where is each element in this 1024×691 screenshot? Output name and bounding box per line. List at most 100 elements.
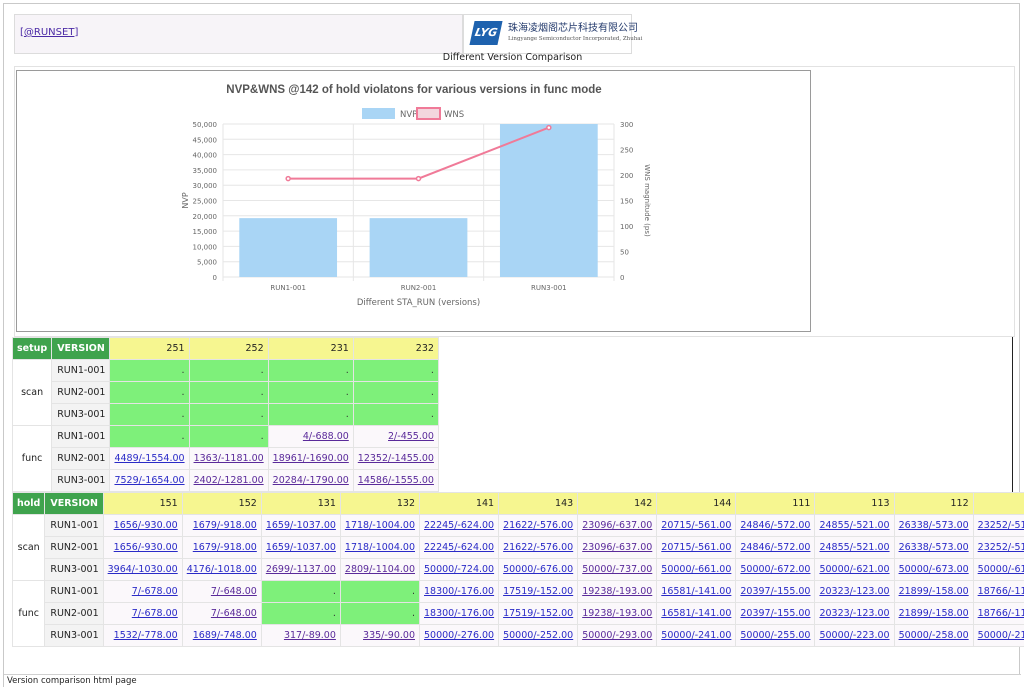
result-link[interactable]: 1679/-918.00 <box>192 542 257 553</box>
result-link[interactable]: 50000/-616.00 <box>977 564 1024 575</box>
result-cell: 7/-648.00 <box>181 580 262 603</box>
logo-english-name: Lingyange Semiconductor Incorporated, Zh… <box>508 36 643 42</box>
result-link[interactable]: 7/-648.00 <box>210 586 257 597</box>
result-link[interactable]: 1679/-918.00 <box>192 520 257 531</box>
empty-result-cell: . <box>267 381 354 404</box>
result-link[interactable]: 4/-688.00 <box>302 431 349 442</box>
result-link[interactable]: 50000/-621.00 <box>819 564 890 575</box>
result-link[interactable]: 23096/-637.00 <box>582 520 653 531</box>
result-link[interactable]: 18961/-1690.00 <box>272 453 349 464</box>
result-link[interactable]: 12352/-1455.00 <box>357 453 434 464</box>
result-link[interactable]: 7/-648.00 <box>210 608 257 619</box>
result-link[interactable]: 18766/-116.00 <box>977 586 1024 597</box>
result-link[interactable]: 20715/-561.00 <box>661 520 732 531</box>
result-cell: 19238/-193.00 <box>577 580 658 603</box>
result-link[interactable]: 1718/-1004.00 <box>344 520 415 531</box>
result-cell: 50000/-241.00 <box>656 624 737 647</box>
result-link[interactable]: 18300/-176.00 <box>424 586 495 597</box>
result-link[interactable]: 50000/-724.00 <box>424 564 495 575</box>
result-link[interactable]: 50000/-737.00 <box>582 564 653 575</box>
y-tick-label: 50,000 <box>193 121 218 129</box>
result-link[interactable]: 50000/-293.00 <box>582 630 653 641</box>
result-link[interactable]: 2699/-1137.00 <box>265 564 336 575</box>
result-link[interactable]: 50000/-252.00 <box>503 630 574 641</box>
result-link[interactable]: 20397/-155.00 <box>740 586 811 597</box>
result-link[interactable]: 24846/-572.00 <box>740 542 811 553</box>
result-link[interactable]: 7/-678.00 <box>131 608 178 619</box>
wns-point <box>415 175 422 182</box>
result-link[interactable]: 24846/-572.00 <box>740 520 811 531</box>
result-link[interactable]: 23096/-637.00 <box>582 542 653 553</box>
result-link[interactable]: 19238/-193.00 <box>582 608 653 619</box>
result-link[interactable]: 16581/-141.00 <box>661 586 732 597</box>
result-link[interactable]: 26338/-573.00 <box>898 520 969 531</box>
result-link[interactable]: 50000/-241.00 <box>661 630 732 641</box>
result-link[interactable]: 20323/-123.00 <box>819 608 890 619</box>
result-link[interactable]: 50000/-676.00 <box>503 564 574 575</box>
result-link[interactable]: 22245/-624.00 <box>424 520 495 531</box>
result-cell: 14586/-1555.00 <box>352 469 439 492</box>
result-cell: 20323/-123.00 <box>814 602 895 625</box>
empty-result-cell: . <box>260 580 341 603</box>
result-link[interactable]: 24855/-521.00 <box>819 520 890 531</box>
result-link[interactable]: 50000/-255.00 <box>740 630 811 641</box>
result-link[interactable]: 20715/-561.00 <box>661 542 732 553</box>
result-link[interactable]: 1718/-1004.00 <box>344 542 415 553</box>
result-link[interactable]: 4176/-1018.00 <box>186 564 257 575</box>
result-link[interactable]: 1363/-1181.00 <box>193 453 264 464</box>
result-link[interactable]: 50000/-258.00 <box>898 630 969 641</box>
result-cell: 50000/-276.00 <box>418 624 500 647</box>
result-link[interactable]: 7/-678.00 <box>131 586 178 597</box>
result-link[interactable]: 50000/-672.00 <box>740 564 811 575</box>
result-link[interactable]: 50000/-276.00 <box>424 630 495 641</box>
result-link[interactable]: 7529/-1654.00 <box>114 475 185 486</box>
mode-label: scan <box>11 359 53 426</box>
result-link[interactable]: 2809/-1104.00 <box>344 564 415 575</box>
result-cell: 24846/-572.00 <box>735 536 816 559</box>
result-cell: 20397/-155.00 <box>735 580 816 603</box>
result-link[interactable]: 19238/-193.00 <box>582 586 653 597</box>
result-link[interactable]: 21622/-576.00 <box>503 542 574 553</box>
result-link[interactable]: 1659/-1037.00 <box>265 520 336 531</box>
result-link[interactable]: 1532/-778.00 <box>113 630 178 641</box>
run-label: RUN1-001 <box>51 359 111 382</box>
result-link[interactable]: 26338/-573.00 <box>898 542 969 553</box>
result-link[interactable]: 50000/-216.00 <box>977 630 1024 641</box>
result-link[interactable]: 16581/-141.00 <box>661 608 732 619</box>
result-link[interactable]: 24855/-521.00 <box>819 542 890 553</box>
result-link[interactable]: 20284/-1790.00 <box>272 475 349 486</box>
result-link[interactable]: 21899/-158.00 <box>898 608 969 619</box>
result-cell: 20715/-561.00 <box>656 536 737 559</box>
y2-tick-label: 0 <box>620 274 624 282</box>
result-link[interactable]: 4489/-1554.00 <box>114 453 185 464</box>
result-link[interactable]: 1659/-1037.00 <box>265 542 336 553</box>
result-link[interactable]: 3964/-1030.00 <box>107 564 178 575</box>
result-link[interactable]: 317/-89.00 <box>283 630 336 641</box>
result-link[interactable]: 18300/-176.00 <box>424 608 495 619</box>
result-link[interactable]: 17519/-152.00 <box>503 586 574 597</box>
runset-link[interactable]: [@RUNSET] <box>20 27 79 38</box>
result-link[interactable]: 20397/-155.00 <box>740 608 811 619</box>
result-link[interactable]: 17519/-152.00 <box>503 608 574 619</box>
result-link[interactable]: 335/-90.00 <box>363 630 415 641</box>
nvp-bar <box>239 218 338 277</box>
result-link[interactable]: 21622/-576.00 <box>503 520 574 531</box>
result-link[interactable]: 50000/-661.00 <box>661 564 732 575</box>
result-link[interactable]: 2402/-1281.00 <box>193 475 264 486</box>
result-link[interactable]: 23252/-516.00 <box>977 520 1024 531</box>
result-link[interactable]: 50000/-673.00 <box>898 564 969 575</box>
result-link[interactable]: 20323/-123.00 <box>819 586 890 597</box>
result-link[interactable]: 50000/-223.00 <box>819 630 890 641</box>
result-link[interactable]: 1689/-748.00 <box>192 630 257 641</box>
result-link[interactable]: 1656/-930.00 <box>113 542 178 553</box>
version-column-header: 111 <box>735 492 816 515</box>
result-link[interactable]: 22245/-624.00 <box>424 542 495 553</box>
result-cell: 17519/-152.00 <box>498 602 579 625</box>
result-link[interactable]: 21899/-158.00 <box>898 586 969 597</box>
result-link[interactable]: 23252/-516.00 <box>977 542 1024 553</box>
result-link[interactable]: 1656/-930.00 <box>113 520 178 531</box>
result-link[interactable]: 2/-455.00 <box>388 431 434 442</box>
result-link[interactable]: 18766/-116.00 <box>977 608 1024 619</box>
empty-result-cell: . <box>188 359 269 382</box>
result-link[interactable]: 14586/-1555.00 <box>357 475 434 486</box>
